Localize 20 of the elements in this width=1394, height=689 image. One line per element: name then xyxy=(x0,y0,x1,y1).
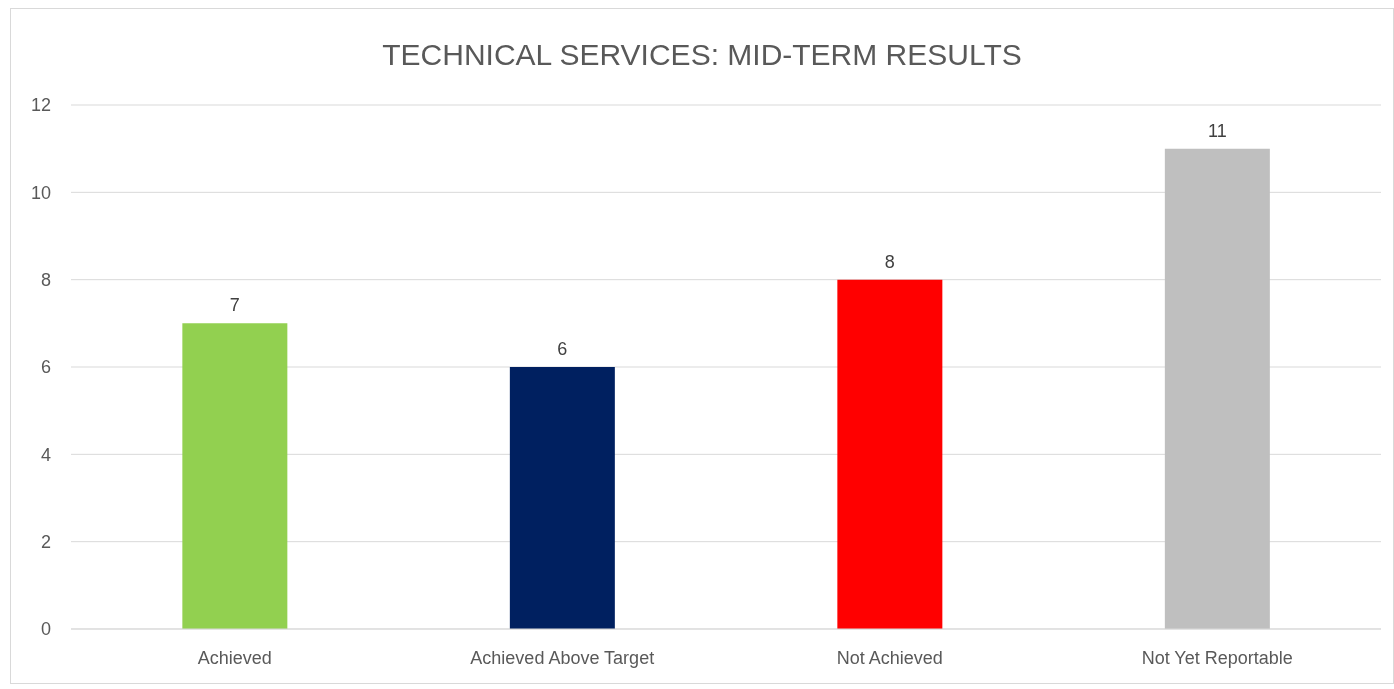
data-label: 11 xyxy=(1208,120,1227,141)
x-tick-label: Achieved xyxy=(197,647,272,668)
y-tick-label: 6 xyxy=(40,357,51,378)
data-label: 8 xyxy=(884,251,895,272)
y-tick-label: 2 xyxy=(40,532,51,553)
bar xyxy=(1164,148,1270,629)
chart-title: TECHNICAL SERVICES: MID-TERM RESULTS xyxy=(381,37,1023,73)
bar xyxy=(182,323,288,629)
y-tick-label: 12 xyxy=(30,95,51,116)
y-tick-label: 10 xyxy=(30,182,51,203)
data-label: 7 xyxy=(229,295,240,316)
bar xyxy=(837,279,943,629)
y-tick-label: 0 xyxy=(40,619,51,640)
data-label: 6 xyxy=(557,339,568,359)
x-tick-label: Not Achieved xyxy=(836,647,943,668)
bar xyxy=(509,367,615,629)
x-tick-label: Achieved Above Target xyxy=(470,647,655,668)
y-tick-label: 8 xyxy=(40,270,51,291)
y-tick-label: 4 xyxy=(40,444,51,465)
x-tick-label: Not Yet Reportable xyxy=(1141,647,1293,668)
